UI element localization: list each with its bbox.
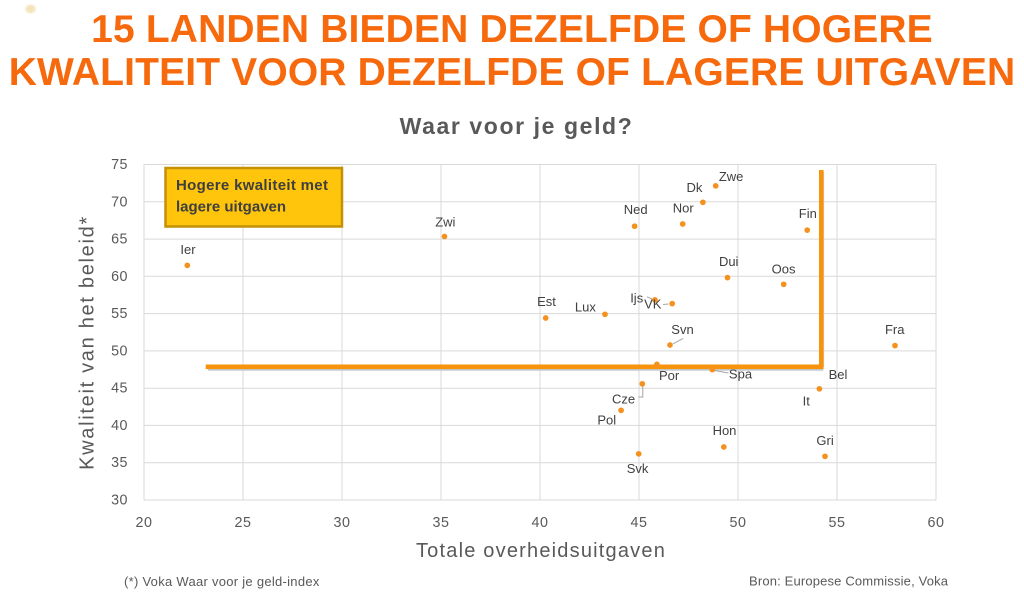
svg-text:Ier: Ier: [180, 242, 196, 257]
svg-text:Svn: Svn: [671, 322, 693, 337]
svg-text:It: It: [803, 394, 811, 409]
svg-text:Fin: Fin: [799, 206, 817, 221]
svg-text:70: 70: [111, 194, 128, 210]
svg-text:Por: Por: [659, 368, 680, 383]
svg-text:Est: Est: [537, 294, 556, 309]
svg-text:50: 50: [111, 343, 128, 359]
svg-text:45: 45: [631, 515, 648, 531]
svg-text:50: 50: [730, 515, 747, 531]
svg-text:lagere uitgaven: lagere uitgaven: [176, 199, 286, 216]
svg-text:Fra: Fra: [885, 322, 905, 337]
svg-text:Ned: Ned: [624, 202, 648, 217]
svg-text:Nor: Nor: [673, 200, 695, 215]
svg-text:60: 60: [928, 515, 945, 531]
svg-text:Bel: Bel: [829, 367, 848, 382]
svg-text:65: 65: [111, 232, 128, 248]
svg-text:Waar voor je geld?: Waar voor je geld?: [400, 113, 634, 139]
svg-text:Spa: Spa: [729, 366, 753, 381]
svg-text:25: 25: [235, 515, 252, 531]
svg-text:Pol: Pol: [597, 413, 616, 428]
svg-text:60: 60: [111, 269, 128, 285]
svg-text:Hogere kwaliteit met: Hogere kwaliteit met: [176, 177, 328, 194]
svg-text:35: 35: [111, 455, 128, 471]
svg-text:40: 40: [532, 515, 549, 531]
svg-text:30: 30: [334, 515, 351, 531]
svg-text:Cze: Cze: [612, 391, 635, 406]
svg-text:20: 20: [136, 515, 153, 531]
svg-text:VK: VK: [644, 297, 662, 312]
svg-text:Ijs: Ijs: [630, 291, 644, 306]
svg-text:55: 55: [111, 306, 128, 322]
svg-text:Dui: Dui: [719, 254, 739, 269]
svg-text:Svk: Svk: [627, 461, 649, 476]
svg-text:Gri: Gri: [816, 433, 833, 448]
svg-text:Zwi: Zwi: [435, 214, 455, 229]
svg-text:30: 30: [111, 493, 128, 509]
svg-text:45: 45: [111, 381, 128, 397]
svg-text:Lux: Lux: [575, 299, 596, 314]
svg-text:35: 35: [433, 515, 450, 531]
svg-text:55: 55: [829, 515, 846, 531]
svg-text:Totale overheidsuitgaven: Totale overheidsuitgaven: [416, 540, 666, 562]
svg-text:Kwaliteit van het beleid*: Kwaliteit van het beleid*: [77, 215, 99, 470]
svg-text:(*) Voka Waar voor je geld-ind: (*) Voka Waar voor je geld-index: [124, 574, 320, 589]
svg-text:40: 40: [111, 418, 128, 434]
svg-text:Zwe: Zwe: [719, 169, 744, 184]
svg-text:Hon: Hon: [713, 423, 737, 438]
svg-text:Bron: Europese Commissie, Voka: Bron: Europese Commissie, Voka: [749, 574, 949, 589]
svg-text:75: 75: [111, 157, 128, 173]
svg-text:Oos: Oos: [772, 262, 796, 277]
svg-text:Dk: Dk: [687, 180, 703, 195]
